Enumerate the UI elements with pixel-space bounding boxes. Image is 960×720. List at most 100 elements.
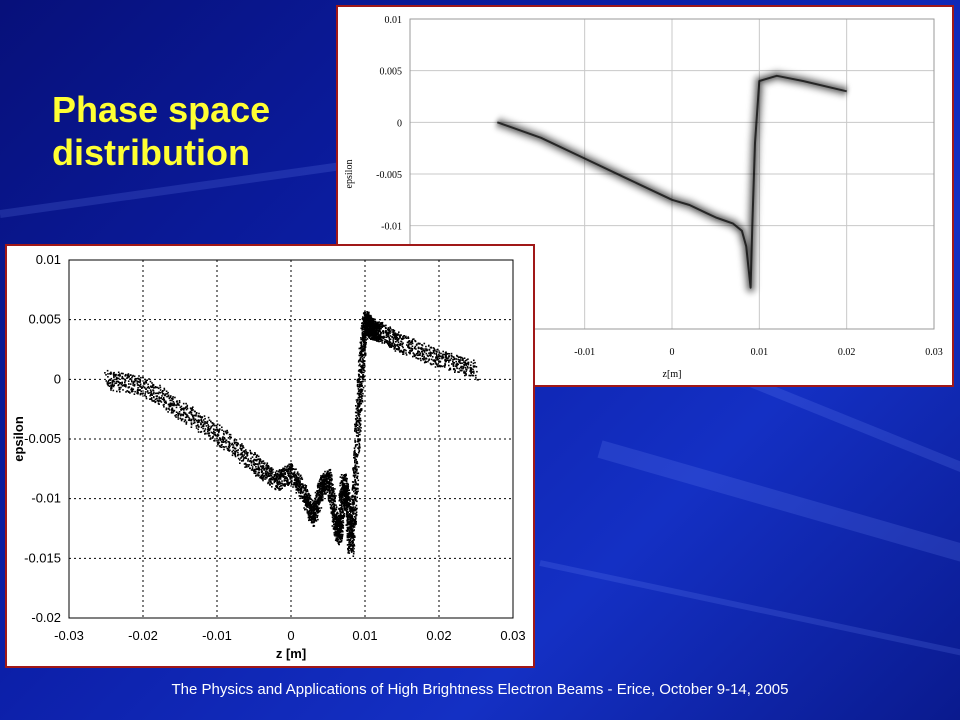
- scatter-point: [227, 446, 230, 448]
- scatter-point: [356, 407, 359, 409]
- scatter-point: [376, 321, 378, 324]
- scatter-point: [352, 537, 354, 540]
- scatter-point: [328, 480, 331, 483]
- scatter-point: [333, 520, 335, 523]
- scatter-point: [350, 541, 352, 544]
- scatter-point: [297, 489, 299, 492]
- scatter-point: [399, 335, 401, 338]
- scatter-point: [308, 496, 310, 498]
- scatter-point: [351, 501, 354, 504]
- scatter-point: [362, 319, 365, 321]
- scatter-point: [199, 415, 201, 417]
- scatter-point: [259, 476, 262, 478]
- scatter-point: [184, 412, 186, 415]
- scatter-point: [129, 383, 132, 385]
- scatter-point: [194, 414, 196, 417]
- scatter-point: [297, 481, 299, 483]
- scatter-point: [216, 439, 218, 441]
- scatter-point: [357, 399, 359, 401]
- scatter-point: [276, 481, 278, 483]
- scatter-point: [438, 351, 441, 354]
- scatter-point: [341, 502, 344, 505]
- scatter-point: [228, 443, 231, 446]
- scatter-point: [341, 474, 343, 476]
- scatter-point: [122, 372, 124, 375]
- scatter-point: [316, 515, 318, 517]
- scatter-point: [288, 466, 291, 468]
- scatter-point: [214, 424, 216, 427]
- scatter-point: [151, 394, 153, 396]
- scatter-point: [370, 320, 372, 322]
- scatter-point: [298, 473, 300, 475]
- scatter-point: [403, 337, 405, 340]
- scatter-point: [407, 346, 409, 348]
- scatter-point: [120, 383, 123, 386]
- scatter-point: [353, 536, 355, 538]
- scatter-point: [361, 395, 364, 397]
- scatter-point: [359, 424, 362, 427]
- scatter-point: [257, 473, 259, 475]
- scatter-point: [462, 367, 464, 370]
- scatter-point: [204, 428, 207, 430]
- scatter-point: [392, 341, 395, 344]
- scatter-point: [304, 497, 306, 499]
- scatter-point: [256, 463, 259, 465]
- scatter-point: [201, 416, 204, 419]
- plot-frame: [68, 259, 514, 619]
- scatter-point: [343, 495, 346, 497]
- scatter-point: [272, 468, 274, 471]
- scatter-point: [389, 343, 392, 346]
- scatter-point: [262, 467, 264, 470]
- scatter-point: [284, 484, 286, 486]
- scatter-point: [156, 392, 159, 394]
- scatter-point: [313, 505, 316, 508]
- scatter-point: [171, 404, 173, 407]
- scatter-point: [319, 501, 321, 504]
- scatter-point: [237, 451, 239, 454]
- scatter-point: [335, 504, 337, 506]
- scatter-point: [265, 476, 268, 479]
- scatter-point: [456, 355, 459, 358]
- scatter-point: [223, 446, 226, 448]
- scatter-point: [372, 325, 374, 328]
- scatter-point: [355, 462, 358, 465]
- scatter-point: [192, 406, 194, 408]
- density-line: [496, 74, 847, 289]
- scatter-point: [384, 341, 386, 343]
- x-tick-label: -0.01: [202, 628, 232, 643]
- scatter-point: [305, 493, 308, 496]
- scatter-point: [358, 445, 361, 447]
- scatter-point: [352, 487, 354, 489]
- scatter-point: [161, 395, 163, 397]
- scatter-point: [332, 483, 334, 486]
- scatter-point: [357, 429, 360, 432]
- scatter-point: [314, 517, 317, 520]
- scatter-point: [342, 533, 344, 536]
- scatter-point: [324, 476, 327, 478]
- scatter-point: [359, 413, 361, 416]
- scatter-point: [357, 404, 359, 407]
- scatter-point: [305, 491, 307, 493]
- scatter-point: [422, 357, 424, 360]
- scatter-point: [327, 476, 329, 478]
- scatter-point: [336, 520, 338, 523]
- scatter-point: [308, 493, 310, 495]
- scatter-point: [347, 533, 349, 535]
- scatter-point: [418, 354, 420, 356]
- scatter-point: [342, 527, 345, 529]
- scatter-point: [424, 348, 426, 350]
- scatter-point: [352, 523, 355, 525]
- scatter-point: [290, 471, 293, 474]
- scatter-point: [319, 494, 321, 497]
- scatter-point: [281, 473, 284, 476]
- scatter-point: [126, 390, 128, 392]
- scatter-point: [310, 512, 313, 515]
- scatter-point: [299, 492, 302, 495]
- scatter-point: [318, 494, 320, 497]
- scatter-point: [378, 321, 380, 323]
- scatter-point: [360, 408, 363, 410]
- scatter-point: [361, 353, 364, 356]
- scatter-point: [335, 506, 338, 509]
- scatter-point: [327, 482, 329, 484]
- scatter-point: [170, 412, 173, 414]
